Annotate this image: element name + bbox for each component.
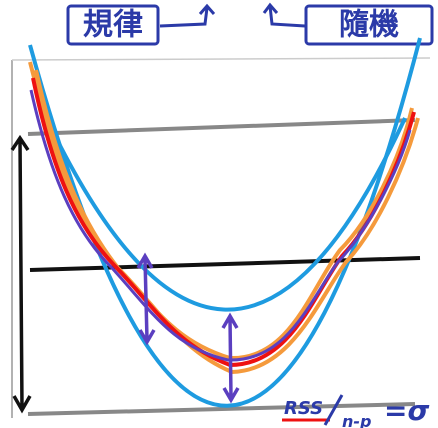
right-box-label: 隨機 (339, 8, 399, 43)
formula-rhs: =σ (384, 394, 429, 427)
formula-numerator: RSS (284, 398, 323, 419)
formula-denominator: n-p (342, 412, 371, 428)
left-box-label: 規律 (83, 8, 143, 43)
sketch: 規律 隨機 RSS n-p =σ (0, 0, 438, 428)
